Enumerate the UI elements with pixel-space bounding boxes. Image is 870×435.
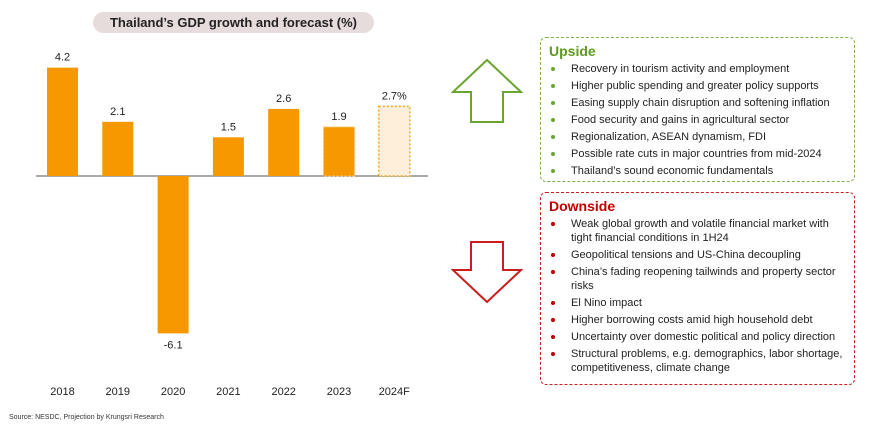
source-note: Source: NESDC, Projection by Krungsri Re… xyxy=(9,414,164,421)
downside-item: Higher borrowing costs amid high househo… xyxy=(541,313,846,327)
x-tick-label: 2021 xyxy=(216,386,240,398)
x-tick-label: 2018 xyxy=(50,386,74,398)
upside-item: Food security and gains in agricultural … xyxy=(541,113,846,127)
upside-item: Thailand’s sound economic fundamentals xyxy=(541,164,846,178)
downside-item: Structural problems, e.g. demographics, … xyxy=(541,347,846,375)
down-arrow-outline-icon xyxy=(451,241,523,304)
data-label: 1.9 xyxy=(331,111,346,123)
downside-title: Downside xyxy=(549,198,616,214)
x-tick-label: 2020 xyxy=(161,386,185,398)
downside-list: Weak global growth and volatile financia… xyxy=(541,217,854,375)
downside-panel: Downside Weak global growth and volatile… xyxy=(540,192,855,385)
data-label: 2.1 xyxy=(110,106,125,118)
upside-item: Regionalization, ASEAN dynamism, FDI xyxy=(541,130,846,144)
bar-2018 xyxy=(47,67,78,176)
upside-list: Recovery in tourism activity and employm… xyxy=(541,62,854,178)
bar-2020 xyxy=(157,176,189,334)
x-tick-label: 2022 xyxy=(271,386,295,398)
x-tick-label: 2023 xyxy=(327,386,351,398)
downside-item: El Nino impact xyxy=(541,296,846,310)
downside-item: China’s fading reopening tailwinds and p… xyxy=(541,265,846,293)
upside-title: Upside xyxy=(549,43,596,59)
bar-2023 xyxy=(322,126,356,177)
upside-item: Recovery in tourism activity and employm… xyxy=(541,62,846,76)
data-label: 2.7% xyxy=(382,90,407,102)
up-arrow-outline-icon xyxy=(451,58,523,123)
upside-item: Higher public spending and greater polic… xyxy=(541,79,846,93)
data-label: 4.2 xyxy=(55,52,70,64)
gdp-bar-chart: 4.2 2018 2.1 2019 -6.1 2020 1.5 2021 2.6 2022 1.9 2… xyxy=(36,52,428,398)
bar-2022 xyxy=(268,108,300,176)
bar-2021 xyxy=(212,137,244,176)
x-tick-label: 2024F xyxy=(379,386,410,398)
upside-item: Easing supply chain disruption and softe… xyxy=(541,96,846,110)
downside-item: Uncertainty over domestic political and … xyxy=(541,330,846,344)
upside-item: Possible rate cuts in major countries fr… xyxy=(541,147,846,161)
bar-2024F xyxy=(378,105,411,177)
data-label: 2.6 xyxy=(276,93,291,105)
data-label: -6.1 xyxy=(164,339,183,351)
bar-2019 xyxy=(102,121,134,176)
downside-item: Weak global growth and volatile financia… xyxy=(541,217,846,245)
data-label: 1.5 xyxy=(221,121,236,133)
downside-item: Geopolitical tensions and US-China decou… xyxy=(541,248,846,262)
upside-panel: Upside Recovery in tourism activity and … xyxy=(540,37,855,182)
chart-title: Thailand’s GDP growth and forecast (%) xyxy=(93,12,374,33)
x-tick-label: 2019 xyxy=(106,386,130,398)
